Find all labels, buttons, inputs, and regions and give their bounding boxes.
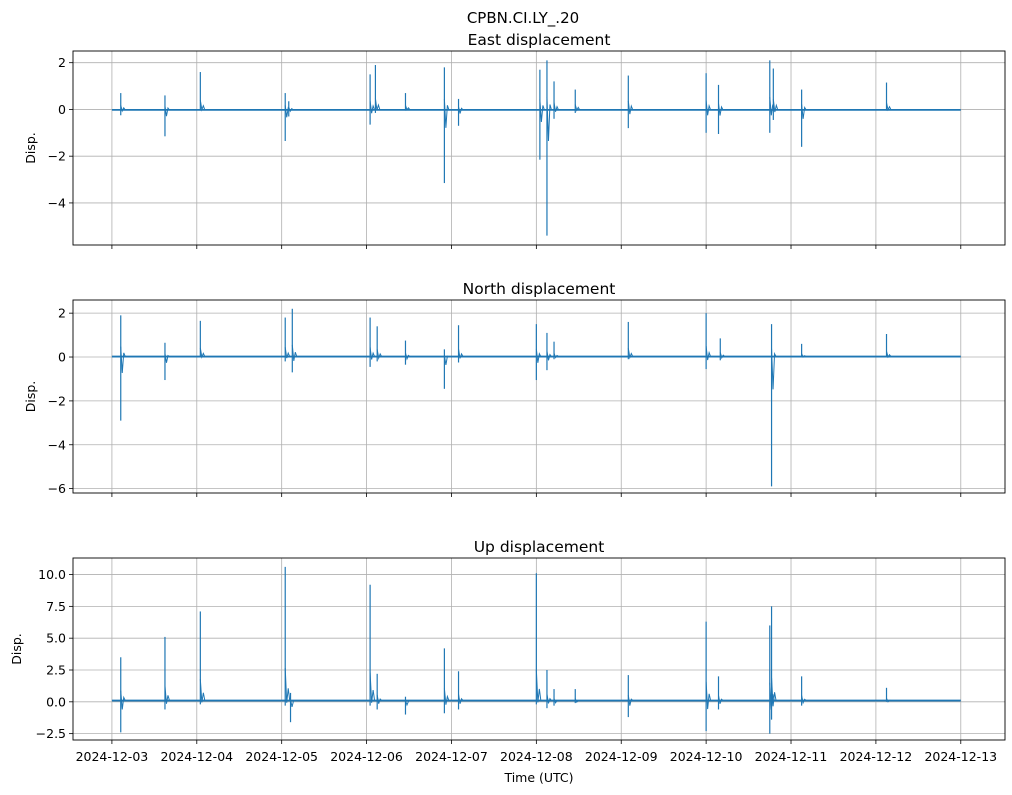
y-axis-label: Disp.	[23, 381, 38, 413]
data-spike-tail	[553, 102, 559, 112]
y-tick-label: 0	[58, 350, 66, 365]
data-spike-tail	[404, 352, 411, 361]
data-spike-tail	[546, 350, 552, 361]
y-tick-label: −2	[48, 393, 66, 408]
data-spike-tail	[535, 669, 542, 703]
data-spike-tail	[199, 679, 206, 703]
data-spike-tail	[886, 351, 892, 359]
x-tick-label: 2024-12-04	[160, 749, 233, 764]
panel-2: 2 0 −2 −4 −6 North displacement Disp.	[23, 280, 1006, 497]
data-spike-tail	[705, 100, 712, 116]
panel-1: 2 0 −2 −4 East displacement Disp.	[23, 31, 1006, 249]
data-spike-tail	[546, 97, 552, 142]
x-tick-label: 2024-12-06	[330, 749, 403, 764]
y-axis-label: Disp.	[9, 633, 24, 665]
y-tick-label: 0	[58, 102, 66, 117]
y-tick-label: 0.0	[46, 694, 66, 709]
data-spike-tail	[886, 102, 892, 112]
data-spike-tail	[627, 348, 634, 360]
panel-3: 2024-12-03 2024-12-04 2024-12-05 2024-12-06…	[9, 538, 1006, 764]
x-tick-label: 2024-12-10	[670, 749, 743, 764]
data-spike-tail	[627, 100, 634, 115]
axes-frame	[72, 50, 1006, 246]
data-spike-tail	[705, 681, 712, 710]
data-spike-tail	[290, 699, 296, 708]
x-tick-label: 2024-12-13	[924, 749, 997, 764]
data-spike-tail	[369, 672, 376, 703]
x-tick-label: 2024-12-05	[245, 749, 318, 764]
data-spike-tail	[458, 348, 464, 359]
data-spike-tail	[458, 106, 464, 114]
data-spike-tail	[771, 677, 777, 707]
data-spike-tail	[199, 100, 206, 112]
data-spike-tail	[458, 694, 464, 704]
data-spike-tail	[284, 668, 291, 703]
data-spike-tail	[546, 693, 552, 704]
y-tick-label: 2	[58, 55, 66, 70]
y-tick-label: 10.0	[38, 567, 66, 582]
data-spike-tail	[164, 353, 170, 363]
x-tick-label: 2024-12-08	[500, 749, 573, 764]
data-spike-tail	[886, 698, 892, 703]
data-spike-tail	[443, 355, 449, 366]
data-spike-tail	[718, 695, 724, 704]
data-spike-tail	[120, 346, 126, 373]
data-spike-tail	[574, 104, 581, 112]
data-spike-tail	[443, 98, 450, 128]
y-tick-label: 5.0	[46, 631, 66, 646]
data-spike-tail	[801, 695, 807, 705]
data-spike-tail	[771, 348, 777, 390]
y-tick-label: 2	[58, 306, 66, 321]
data-spike-tail	[164, 685, 170, 704]
data-spike-tail	[284, 347, 291, 359]
data-spike-tail	[369, 347, 376, 360]
data-spike-tail	[291, 344, 298, 361]
y-tick-label: −6	[48, 481, 66, 496]
data-spike-tail	[627, 695, 634, 706]
x-tick-label: 2024-12-07	[415, 749, 488, 764]
panel-title: North displacement	[463, 280, 616, 298]
data-spike-tail	[288, 107, 294, 113]
x-tick-label: 2024-12-03	[76, 749, 149, 764]
data-spike-tail	[574, 698, 580, 704]
data-spike-tail	[376, 349, 383, 361]
x-axis-label: Time (UTC)	[503, 770, 573, 785]
x-tick-label: 2024-12-11	[755, 749, 828, 764]
y-tick-label: −2	[48, 149, 66, 164]
data-spike-tail	[405, 700, 411, 707]
data-spike-tail	[801, 353, 807, 358]
data-spike-tail	[718, 103, 724, 116]
y-tick-label: 2.5	[46, 663, 66, 678]
y-axis-label: Disp.	[23, 132, 38, 164]
data-spike-tail	[376, 694, 383, 704]
x-tick-label: 2024-12-12	[840, 749, 913, 764]
data-spike-tail	[443, 688, 450, 705]
data-spike-tail	[120, 105, 126, 113]
data-spike-tail	[535, 348, 542, 363]
y-tick-label: −4	[48, 437, 66, 452]
x-tick-label: 2024-12-09	[585, 749, 658, 764]
data-spike-tail	[374, 98, 381, 111]
data-spike-tail	[772, 99, 779, 113]
data-spike-tail	[719, 352, 726, 360]
panel-title: Up displacement	[474, 538, 605, 556]
data-spike-tail	[705, 346, 712, 361]
data-spike-tail	[405, 105, 411, 111]
y-tick-label: −4	[48, 195, 66, 210]
y-tick-label: 7.5	[46, 599, 66, 614]
data-spike-tail	[801, 104, 807, 119]
axes-frame	[72, 557, 1006, 741]
data-spike-tail	[553, 353, 559, 359]
panel-title: East displacement	[468, 31, 611, 49]
data-spike-tail	[120, 690, 126, 710]
data-spike-tail	[539, 99, 545, 123]
axes-frame	[72, 299, 1006, 494]
data-spike-tail	[553, 698, 559, 704]
data-spike-tail	[369, 100, 376, 114]
data-spike-tail	[164, 105, 170, 117]
figure-suptitle: CPBN.CI.LY_.20	[467, 9, 579, 28]
data-spike-tail	[199, 347, 206, 359]
y-tick-label: −2.5	[36, 726, 66, 741]
